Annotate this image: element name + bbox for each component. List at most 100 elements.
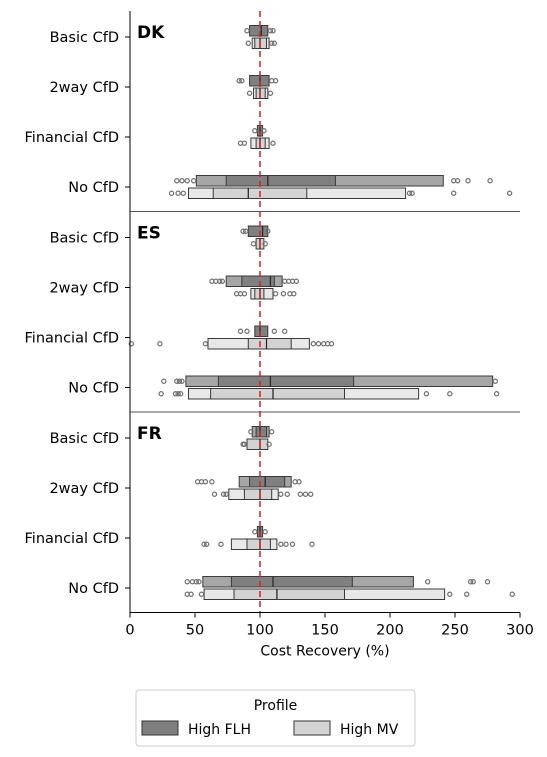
series-high-flh	[236, 75, 279, 87]
series-high-flh	[161, 375, 498, 387]
series-high-mv	[237, 137, 276, 149]
outlier-point	[168, 190, 175, 196]
outlier-point	[174, 178, 180, 184]
outlier-point	[308, 491, 314, 497]
outlier-point	[267, 90, 274, 96]
outlier-point	[248, 429, 254, 435]
boxen-box	[241, 275, 275, 287]
outlier-point	[241, 441, 248, 447]
outlier-point	[202, 479, 209, 485]
outlier-point	[423, 391, 430, 397]
outlier-point	[447, 591, 453, 597]
y-tick-label: Basic CfD	[50, 431, 119, 447]
outlier-point	[297, 491, 303, 497]
outlier-point	[302, 491, 309, 497]
outlier-point	[267, 28, 274, 34]
group-2way-cfd: 2way CfD	[49, 476, 314, 500]
x-axis-label: Cost Recovery (%)	[260, 644, 389, 660]
x-tick-label: 200	[376, 623, 404, 639]
outlier-point	[198, 591, 205, 597]
y-tick-label: 2way CfD	[49, 281, 119, 297]
outlier-point	[190, 178, 197, 184]
y-tick-label: 2way CfD	[49, 80, 119, 96]
outlier-point	[470, 579, 476, 585]
boxen-box	[243, 488, 273, 500]
outlier-point	[174, 378, 180, 384]
outlier-point	[261, 128, 267, 134]
series-high-flh	[194, 476, 302, 488]
boxen-box	[210, 388, 345, 400]
x-axis: Cost Recovery (%) 0 50 100 150 200 250 300	[125, 612, 534, 660]
outlier-point	[176, 378, 183, 384]
outlier-point	[272, 78, 279, 84]
outlier-point	[209, 479, 215, 485]
series-high-flh	[174, 175, 493, 187]
outlier-point	[201, 541, 207, 547]
outlier-point	[216, 278, 223, 284]
series-high-mv	[245, 37, 277, 49]
outlier-point	[328, 341, 335, 347]
outlier-point	[467, 579, 474, 585]
boxen-box	[254, 325, 269, 337]
outlier-point	[202, 341, 209, 347]
series-high-mv	[240, 438, 272, 450]
outlier-point	[454, 178, 461, 184]
outlier-point	[283, 541, 289, 547]
outlier-point	[270, 28, 276, 34]
outlier-point	[196, 579, 202, 585]
outlier-point	[271, 328, 277, 334]
y-tick-label: Financial CfD	[25, 130, 120, 146]
outlier-point	[246, 90, 253, 96]
outlier-point	[223, 491, 229, 497]
series-high-flh	[240, 225, 271, 237]
outlier-point	[262, 241, 268, 247]
outlier-point	[180, 190, 186, 196]
y-tick-label: No CfD	[68, 581, 119, 597]
legend-frame	[135, 689, 416, 747]
outlier-point	[236, 78, 242, 84]
outlier-point	[409, 190, 415, 196]
y-tick-label: Financial CfD	[25, 531, 120, 547]
outlier-point	[271, 40, 277, 46]
outlier-point	[447, 391, 453, 397]
outlier-point	[309, 541, 315, 547]
outlier-point	[315, 341, 322, 347]
outlier-point	[220, 491, 227, 497]
boxen-box	[233, 588, 345, 600]
outlier-point	[492, 378, 498, 384]
group-financial-cfd: Financial CfD	[25, 125, 276, 149]
group-no-cfd: No CfD	[68, 175, 513, 199]
series-high-mv	[168, 187, 513, 199]
outlier-point	[218, 541, 224, 547]
outlier-point	[487, 178, 493, 184]
outlier-point	[282, 328, 288, 334]
outlier-point	[269, 40, 275, 46]
legend: Profile High FLH High MV	[135, 689, 416, 747]
outlier-point	[289, 541, 296, 547]
outlier-point	[272, 291, 279, 297]
outlier-point	[240, 228, 246, 234]
panel-fr: FR Basic CfD 2way CfD Financial CfD No CfD	[25, 424, 515, 600]
series-high-flh	[244, 25, 276, 37]
y-tick-label: 2way CfD	[49, 481, 119, 497]
outlier-point	[157, 341, 163, 347]
outlier-point	[128, 341, 134, 347]
outlier-point	[158, 391, 164, 397]
panel-title: DK	[137, 23, 165, 43]
boxen-box	[249, 476, 286, 488]
outlier-point	[184, 579, 190, 585]
legend-label-high-mv: High MV	[340, 722, 399, 738]
outlier-point	[278, 491, 284, 497]
legend-label-high-flh: High FLH	[188, 722, 251, 738]
boxen-box	[246, 538, 271, 550]
x-tick-label: 250	[441, 623, 469, 639]
boxen-box	[225, 175, 336, 187]
outlier-point	[262, 529, 268, 535]
outlier-point	[239, 78, 245, 84]
series-high-flh	[237, 325, 288, 337]
group-no-cfd: No CfD	[68, 576, 515, 600]
group-2way-cfd: 2way CfD	[49, 275, 300, 300]
outlier-point	[451, 190, 457, 196]
outlier-point	[242, 228, 249, 234]
x-tick-label: 0	[125, 623, 134, 639]
